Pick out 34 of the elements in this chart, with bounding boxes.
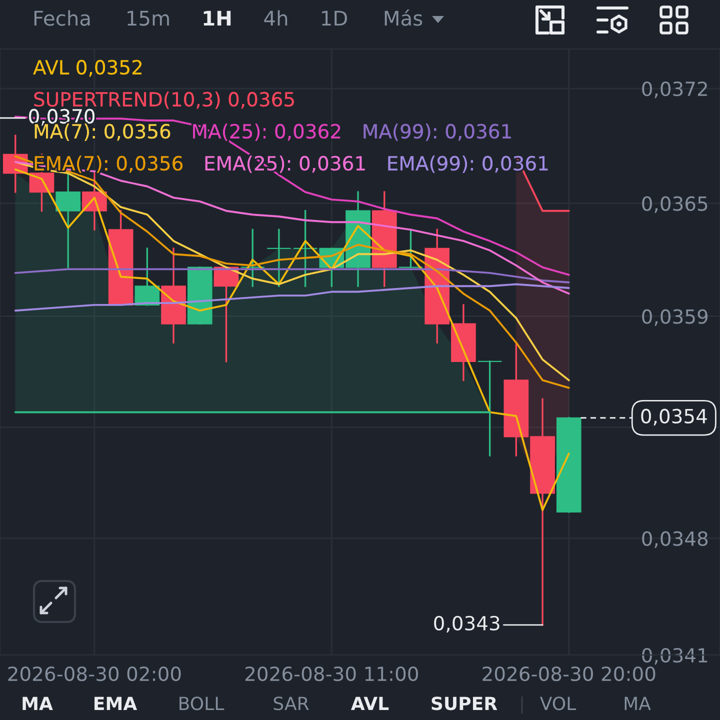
x-tick-label: 2026-08-30 11:00 bbox=[245, 666, 418, 682]
text: SAR bbox=[274, 696, 309, 710]
y-tick-label: 0,0359 bbox=[642, 309, 708, 326]
candlestick bbox=[56, 172, 81, 268]
text: BOLL bbox=[180, 696, 224, 710]
x-tick-label: 2026-08-30 02:00 bbox=[8, 666, 181, 682]
text: AVL bbox=[350, 696, 389, 710]
line-series bbox=[14, 283, 570, 312]
text: Más bbox=[384, 9, 422, 26]
text: EMA bbox=[94, 696, 138, 710]
text: 1H bbox=[204, 10, 231, 26]
text: AVL 0,0352 bbox=[33, 60, 142, 77]
line-series bbox=[14, 268, 570, 284]
annotation: 0,0343 bbox=[434, 616, 500, 633]
candlestick bbox=[240, 228, 266, 287]
series-label: MA(7): 0,0356 bbox=[34, 124, 170, 141]
x-tick-label: 2026-08-30 20:00 bbox=[482, 666, 656, 682]
candlestick bbox=[398, 228, 424, 268]
text: MA bbox=[624, 696, 651, 710]
y-tick-label: 0,0365 bbox=[642, 196, 708, 213]
text: MA bbox=[22, 696, 53, 710]
text: 15m bbox=[128, 10, 169, 26]
candlestick bbox=[292, 210, 318, 287]
ref-line-label: 0,0354 bbox=[641, 408, 707, 426]
text: 1D bbox=[322, 10, 347, 26]
y-tick-label: 0,0348 bbox=[642, 531, 708, 548]
text: 4h bbox=[264, 10, 288, 26]
text: MA(99): 0,0361 bbox=[364, 124, 511, 141]
text: Fecha bbox=[34, 10, 90, 26]
text: SUPER bbox=[432, 696, 498, 710]
text: VOL bbox=[540, 696, 576, 710]
candlestick bbox=[266, 228, 292, 287]
text: SUPERTREND(10,3) 0,0365 bbox=[34, 92, 294, 109]
y-tick-label: 0,0372 bbox=[642, 81, 707, 98]
